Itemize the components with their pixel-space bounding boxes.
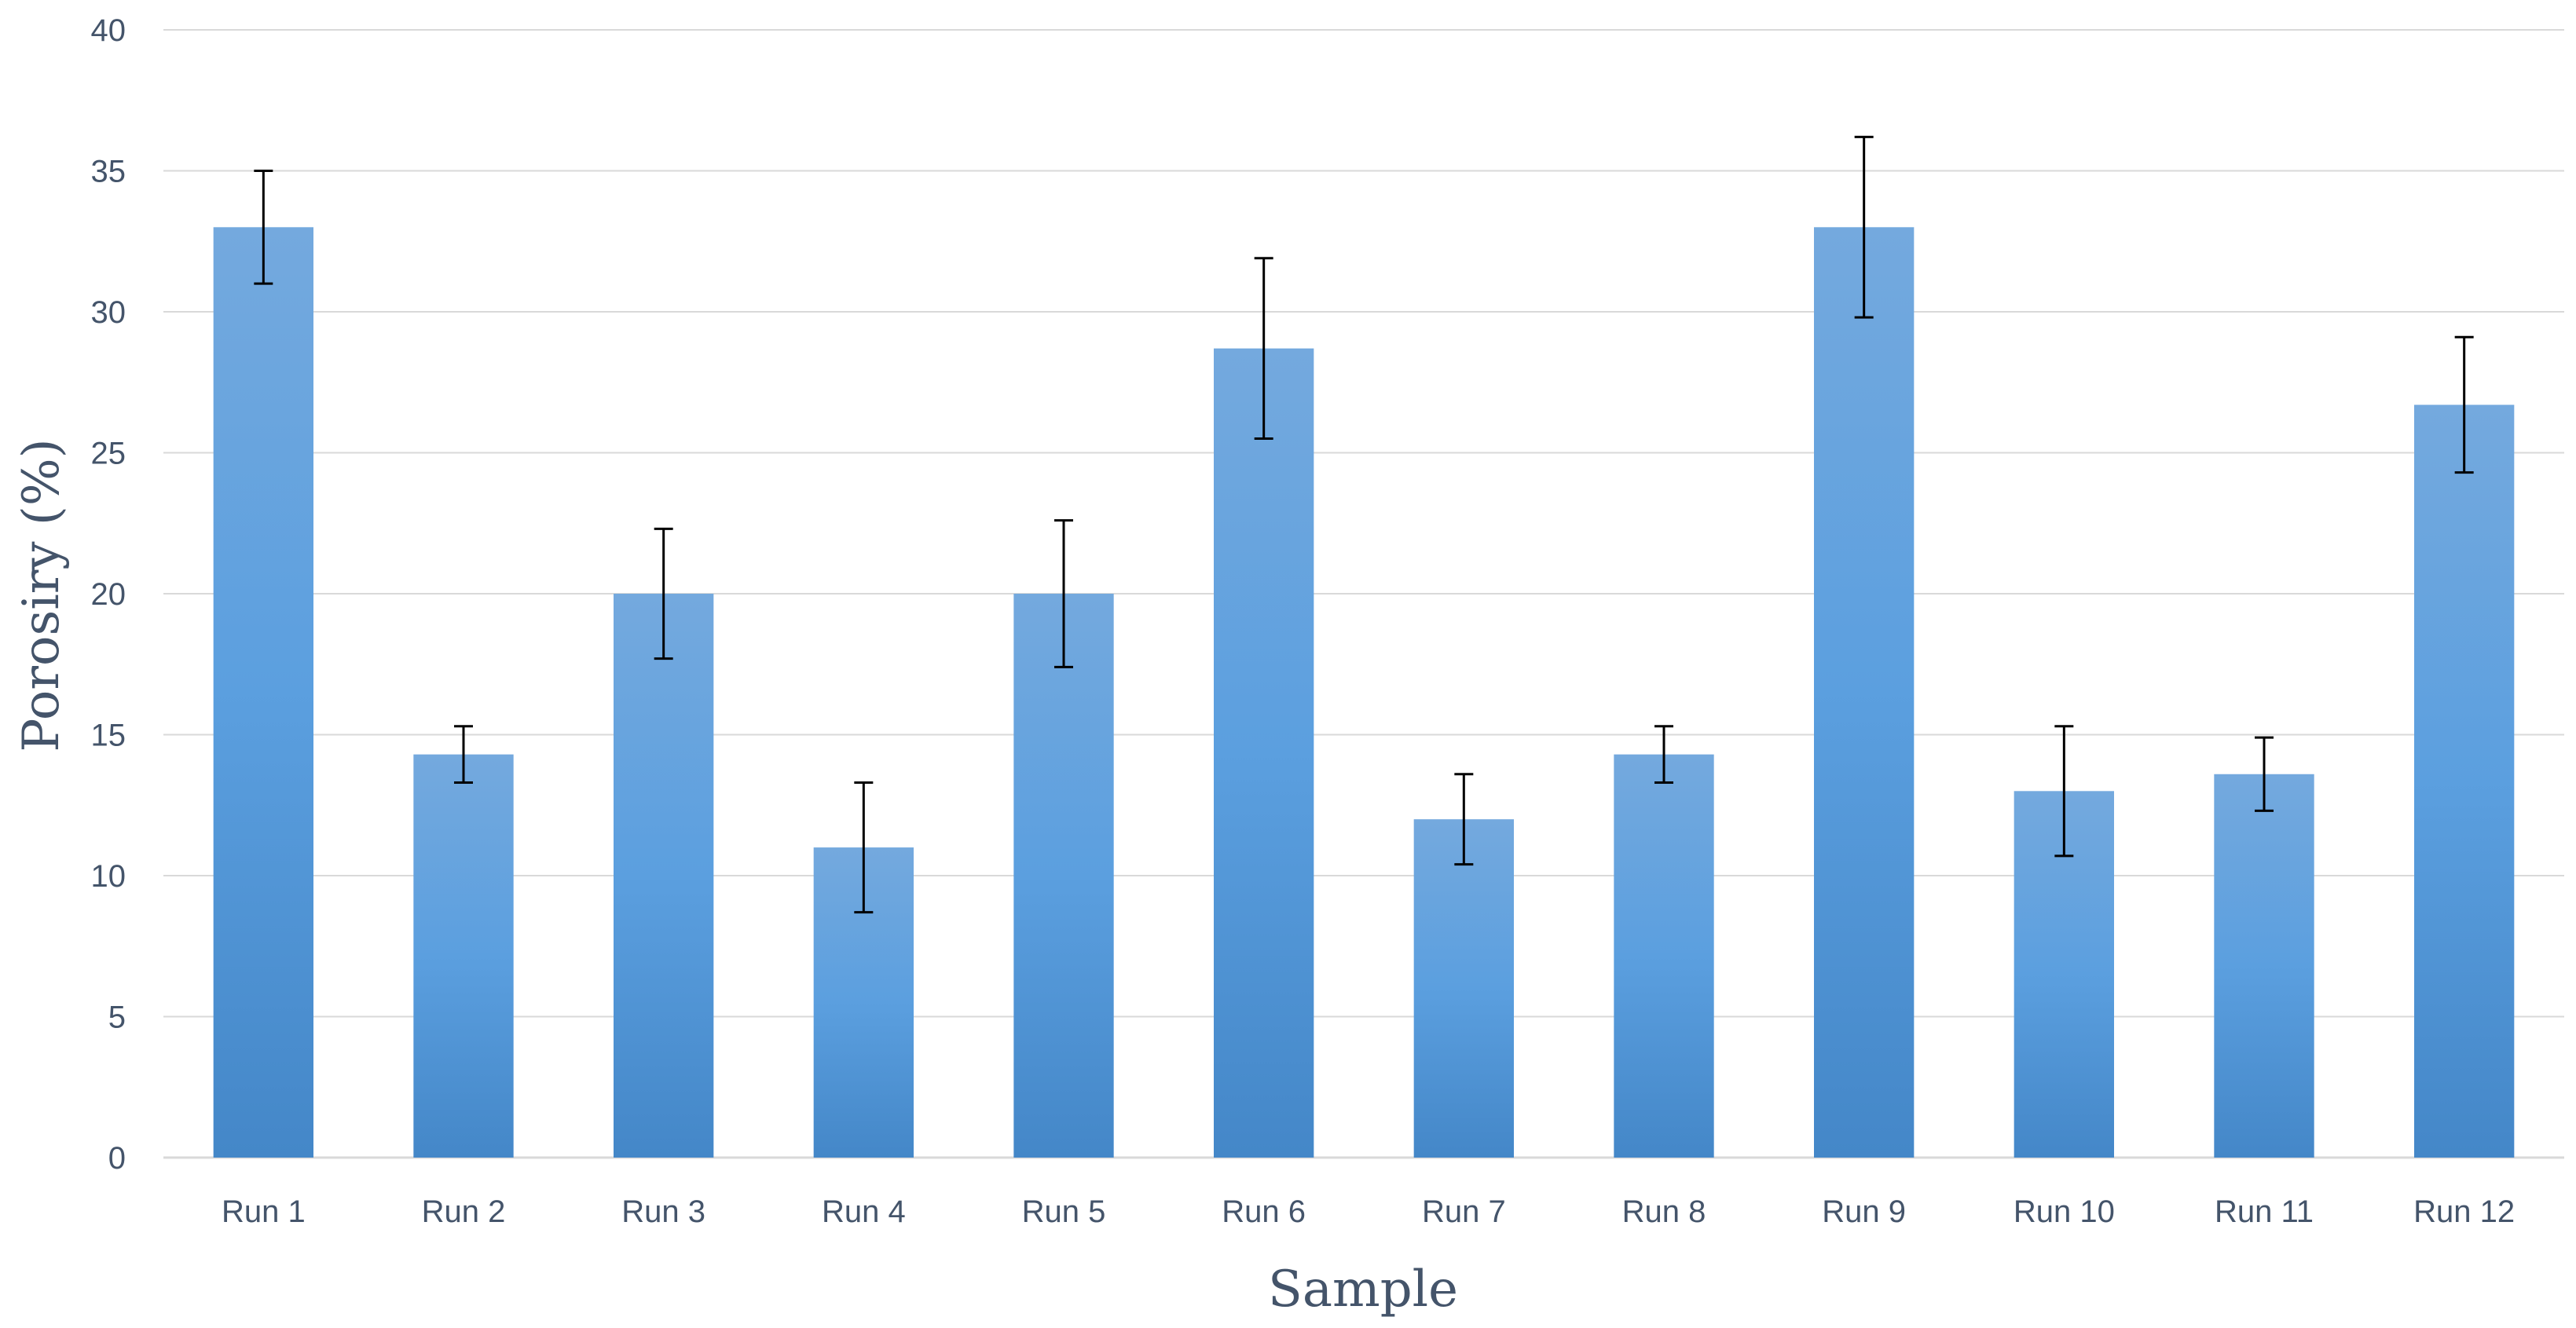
x-axis-title: Sample bbox=[1268, 1260, 1458, 1319]
bar bbox=[1413, 819, 1514, 1158]
error-bar bbox=[254, 170, 273, 285]
gridlines bbox=[163, 29, 2564, 1159]
x-tick-label: Run 1 bbox=[222, 1194, 306, 1229]
x-tick-label: Run 7 bbox=[1422, 1194, 1506, 1229]
y-tick-label: 35 bbox=[91, 155, 126, 189]
bar bbox=[1214, 348, 1314, 1158]
error-bar bbox=[1254, 257, 1273, 441]
error-bar bbox=[1654, 725, 1673, 785]
bar bbox=[614, 594, 714, 1158]
bar bbox=[213, 227, 313, 1158]
x-tick-label: Run 12 bbox=[2413, 1194, 2515, 1229]
bar bbox=[413, 754, 514, 1158]
error-bar bbox=[2054, 725, 2074, 858]
error-bar bbox=[854, 781, 874, 914]
bar bbox=[1614, 754, 1714, 1158]
x-tick-label: Run 11 bbox=[2215, 1194, 2314, 1229]
bar bbox=[2214, 774, 2314, 1158]
bar bbox=[1013, 594, 1114, 1158]
bar bbox=[2414, 404, 2515, 1158]
x-tick-label: Run 9 bbox=[1822, 1194, 1906, 1229]
y-tick-label: 0 bbox=[108, 1141, 126, 1176]
x-tick-label: Run 2 bbox=[422, 1194, 506, 1229]
x-tick-label: Run 10 bbox=[2014, 1194, 2115, 1229]
y-tick-label: 10 bbox=[91, 859, 126, 894]
x-tick-label: Run 4 bbox=[822, 1194, 906, 1229]
x-tick-label: Run 8 bbox=[1622, 1194, 1706, 1229]
error-bar bbox=[1854, 135, 1874, 319]
error-bar bbox=[2255, 736, 2274, 812]
x-axis-ticks: Run 1 Run 2 Run 3 Run 4 Run 5 Run 6 Run 7 Run 8… bbox=[222, 1194, 2515, 1229]
x-tick-label: Run 6 bbox=[1222, 1194, 1306, 1229]
y-tick-label: 30 bbox=[91, 295, 126, 330]
y-tick-label: 25 bbox=[91, 437, 126, 471]
bars bbox=[213, 227, 2515, 1158]
x-tick-label: Run 5 bbox=[1022, 1194, 1106, 1229]
error-bar bbox=[2454, 335, 2474, 474]
y-tick-label: 5 bbox=[108, 1001, 126, 1035]
error-bars bbox=[254, 135, 2474, 914]
error-bar bbox=[1454, 773, 1474, 866]
error-bar bbox=[1054, 519, 1073, 668]
y-axis-title: Porosiry (%) bbox=[13, 438, 71, 752]
bar bbox=[1814, 227, 1915, 1158]
y-tick-label: 15 bbox=[91, 719, 126, 753]
y-axis-ticks: 0 5 10 15 20 25 30 35 40 bbox=[91, 13, 126, 1176]
error-bar bbox=[454, 725, 473, 785]
y-tick-label: 20 bbox=[91, 577, 126, 612]
x-tick-label: Run 3 bbox=[621, 1194, 705, 1229]
y-tick-label: 40 bbox=[91, 13, 126, 48]
error-bar bbox=[654, 527, 673, 660]
